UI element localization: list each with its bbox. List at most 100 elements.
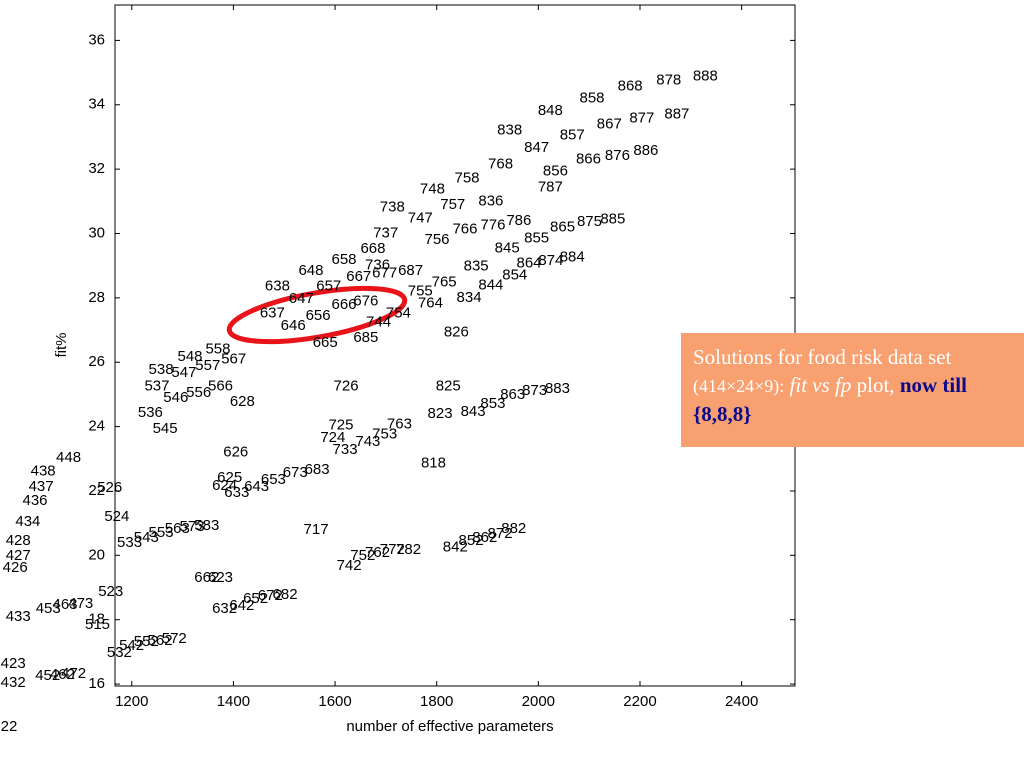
point-label: 882: [501, 520, 526, 537]
point-label: 583: [194, 517, 219, 534]
y-tick-label: 28: [88, 289, 105, 306]
point-label: 515: [85, 616, 110, 633]
highlight-ellipse: [226, 285, 408, 345]
point-label: 884: [560, 248, 585, 265]
y-axis-label: fit%: [53, 332, 70, 357]
point-label: 563: [165, 520, 190, 537]
point-label: 854: [502, 266, 527, 283]
point-label: 668: [360, 240, 385, 257]
point-label: 437: [29, 478, 54, 495]
point-label: 872: [488, 525, 513, 542]
point-label: 765: [432, 273, 457, 290]
point-label: 766: [452, 220, 477, 237]
point-label: 786: [506, 212, 531, 229]
point-label: 823: [428, 405, 453, 422]
point-label: 772: [380, 541, 405, 558]
point-label: 848: [538, 102, 563, 119]
point-label: 427: [6, 547, 31, 564]
point-label: 438: [31, 462, 56, 479]
point-label: 754: [386, 304, 411, 321]
point-label: 748: [420, 180, 445, 197]
point-label: 857: [560, 126, 585, 143]
point-label: 524: [104, 508, 129, 525]
x-axis-label: number of effective parameters: [346, 718, 553, 735]
point-label: 855: [524, 229, 549, 246]
point-label: 672: [258, 587, 283, 604]
point-label: 737: [373, 224, 398, 241]
point-label: 662: [194, 569, 219, 586]
point-label: 865: [550, 218, 575, 235]
point-label: 864: [516, 254, 541, 271]
point-label: 856: [543, 162, 568, 179]
point-label: 845: [495, 239, 520, 256]
point-label: 673: [283, 464, 308, 481]
point-label: 432: [1, 674, 26, 691]
point-label: 545: [153, 420, 178, 437]
point-label: 434: [15, 513, 40, 530]
point-label: 685: [353, 329, 378, 346]
point-label: 724: [320, 429, 345, 446]
point-label: 453: [36, 600, 61, 617]
point-label: 852: [459, 532, 484, 549]
point-label: 536: [138, 404, 163, 421]
y-tick-label: 30: [88, 224, 105, 241]
point-label: 743: [355, 433, 380, 450]
point-label: 452: [35, 667, 60, 684]
x-tick-label: 1600: [318, 693, 351, 710]
point-label: 725: [328, 416, 353, 433]
point-label: 532: [107, 644, 132, 661]
x-tick-label: 2000: [522, 693, 555, 710]
point-label: 463: [52, 596, 77, 613]
point-label: 423: [1, 655, 26, 672]
point-label: 842: [443, 538, 468, 555]
point-label: 426: [3, 559, 28, 576]
point-label: 652: [243, 590, 268, 607]
point-label: 876: [605, 147, 630, 164]
point-label: 567: [221, 350, 246, 367]
point-label: 755: [408, 282, 433, 299]
point-label: 738: [380, 198, 405, 215]
annotation-text: fit vs fp: [789, 373, 852, 397]
point-label: 764: [418, 294, 443, 311]
point-label: 648: [298, 262, 323, 279]
point-label: 542: [119, 637, 144, 654]
point-label: 787: [538, 178, 563, 195]
point-label: 642: [229, 597, 254, 614]
point-label: 886: [633, 142, 658, 159]
point-label: 858: [580, 89, 605, 106]
point-label: 887: [664, 105, 689, 122]
point-label: 877: [629, 109, 654, 126]
point-label: 548: [178, 348, 203, 365]
point-label: 885: [600, 210, 625, 227]
y-tick-label: 18: [88, 611, 105, 628]
point-label: 573: [180, 518, 205, 535]
annotation-text: plot,: [856, 373, 895, 397]
point-label: 656: [306, 307, 331, 324]
point-label: 623: [208, 569, 233, 586]
point-label: 558: [205, 340, 230, 357]
x-tick-label: 1800: [420, 693, 453, 710]
point-label: 462: [50, 666, 75, 683]
point-label: 556: [186, 384, 211, 401]
point-label: 433: [6, 608, 31, 625]
point-label: 538: [149, 361, 174, 378]
point-label: 557: [195, 357, 220, 374]
point-label: 682: [273, 586, 298, 603]
point-label: 523: [98, 583, 123, 600]
point-label: 726: [334, 377, 359, 394]
x-tick-label: 1400: [217, 693, 250, 710]
x-tick-label: 1200: [115, 693, 148, 710]
point-label: 776: [480, 216, 505, 233]
point-label: 572: [162, 630, 187, 647]
point-label: 657: [316, 277, 341, 294]
point-label: 733: [333, 441, 358, 458]
point-label: 883: [545, 380, 570, 397]
point-label: 878: [656, 71, 681, 88]
annotation-text: Solutions for food risk data set: [693, 345, 952, 369]
point-label: 825: [436, 377, 461, 394]
point-label: 638: [265, 277, 290, 294]
point-label: 676: [353, 292, 378, 309]
point-label: 768: [488, 155, 513, 172]
point-label: 546: [163, 389, 188, 406]
